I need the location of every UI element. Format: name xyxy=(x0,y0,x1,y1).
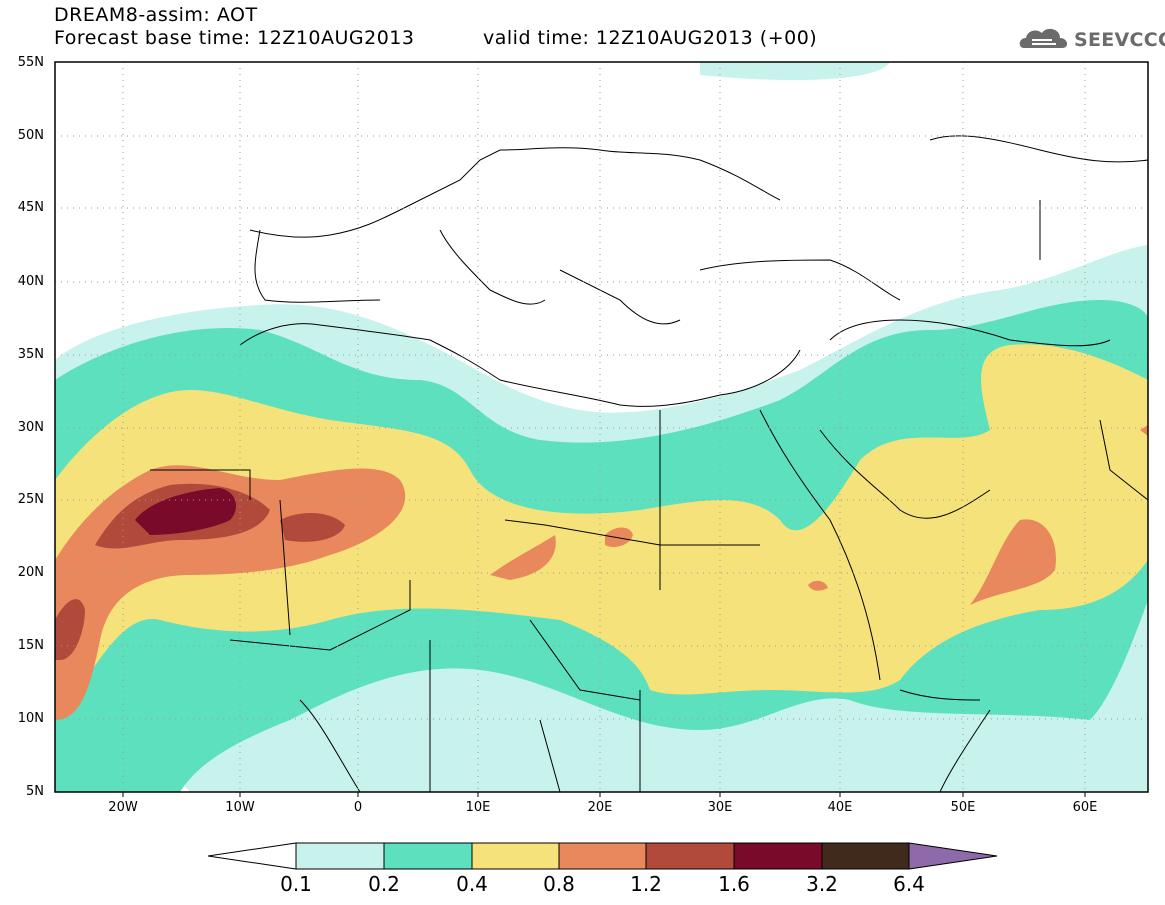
map-title: DREAM8-assim: AOT xyxy=(54,4,258,26)
colorbar-bin-0.2 xyxy=(383,842,473,870)
lon-label: 50E xyxy=(950,800,976,815)
colorbar-label: 1.6 xyxy=(718,872,750,896)
valid-time: valid time: 12Z10AUG2013 (+00) xyxy=(483,27,818,49)
colorbar-bin-0.8 xyxy=(558,842,647,870)
lat-label: 30N xyxy=(17,420,44,435)
logo-text: SEEVCCC xyxy=(1074,29,1165,51)
lon-label: 40E xyxy=(827,800,853,815)
lon-label: 20E xyxy=(587,800,613,815)
colorbar-bin-0.1 xyxy=(295,842,385,870)
colorbar-bin-1.6 xyxy=(733,842,823,870)
lon-label: 10W xyxy=(225,800,255,815)
aot-field xyxy=(55,62,1148,792)
lon-label: 10E xyxy=(465,800,491,815)
lat-label: 45N xyxy=(17,200,44,215)
lat-label: 20N xyxy=(17,565,44,580)
colorbar-bin-3.2 xyxy=(821,842,910,870)
colorbar-under-arrow xyxy=(207,842,297,870)
colorbar xyxy=(207,842,998,870)
base-time: Forecast base time: 12Z10AUG2013 xyxy=(54,27,415,49)
colorbar-over-arrow xyxy=(908,842,998,870)
lat-label: 35N xyxy=(17,347,44,362)
lat-label: 55N xyxy=(17,55,44,70)
colorbar-label: 6.4 xyxy=(893,872,925,896)
aot-band-1.6 xyxy=(135,488,236,535)
grid-lines xyxy=(55,62,1148,792)
colorbar-label: 0.4 xyxy=(456,872,488,896)
lon-label: 60E xyxy=(1072,800,1098,815)
lat-label: 15N xyxy=(17,638,44,653)
lat-label: 40N xyxy=(17,274,44,289)
colorbar-label: 3.2 xyxy=(806,872,838,896)
lat-label: 10N xyxy=(17,711,44,726)
lon-label: 0 xyxy=(353,800,363,815)
axis-ticks xyxy=(122,792,1086,797)
colorbar-bin-1.2 xyxy=(645,842,735,870)
lat-label: 50N xyxy=(17,128,44,143)
colorbar-label: 0.2 xyxy=(368,872,400,896)
map-frame xyxy=(54,61,1149,793)
lat-label: 25N xyxy=(17,492,44,507)
coastlines xyxy=(150,135,1148,792)
lon-label: 20W xyxy=(108,800,138,815)
lon-label: 30E xyxy=(707,800,733,815)
lat-label: 5N xyxy=(26,784,44,799)
colorbar-label: 0.1 xyxy=(280,872,312,896)
cloud-logo-icon xyxy=(1019,28,1068,48)
aot-band-0.4 xyxy=(55,344,1148,700)
colorbar-label: 1.2 xyxy=(630,872,662,896)
colorbar-label: 0.8 xyxy=(543,872,575,896)
colorbar-bin-0.4 xyxy=(471,842,560,870)
